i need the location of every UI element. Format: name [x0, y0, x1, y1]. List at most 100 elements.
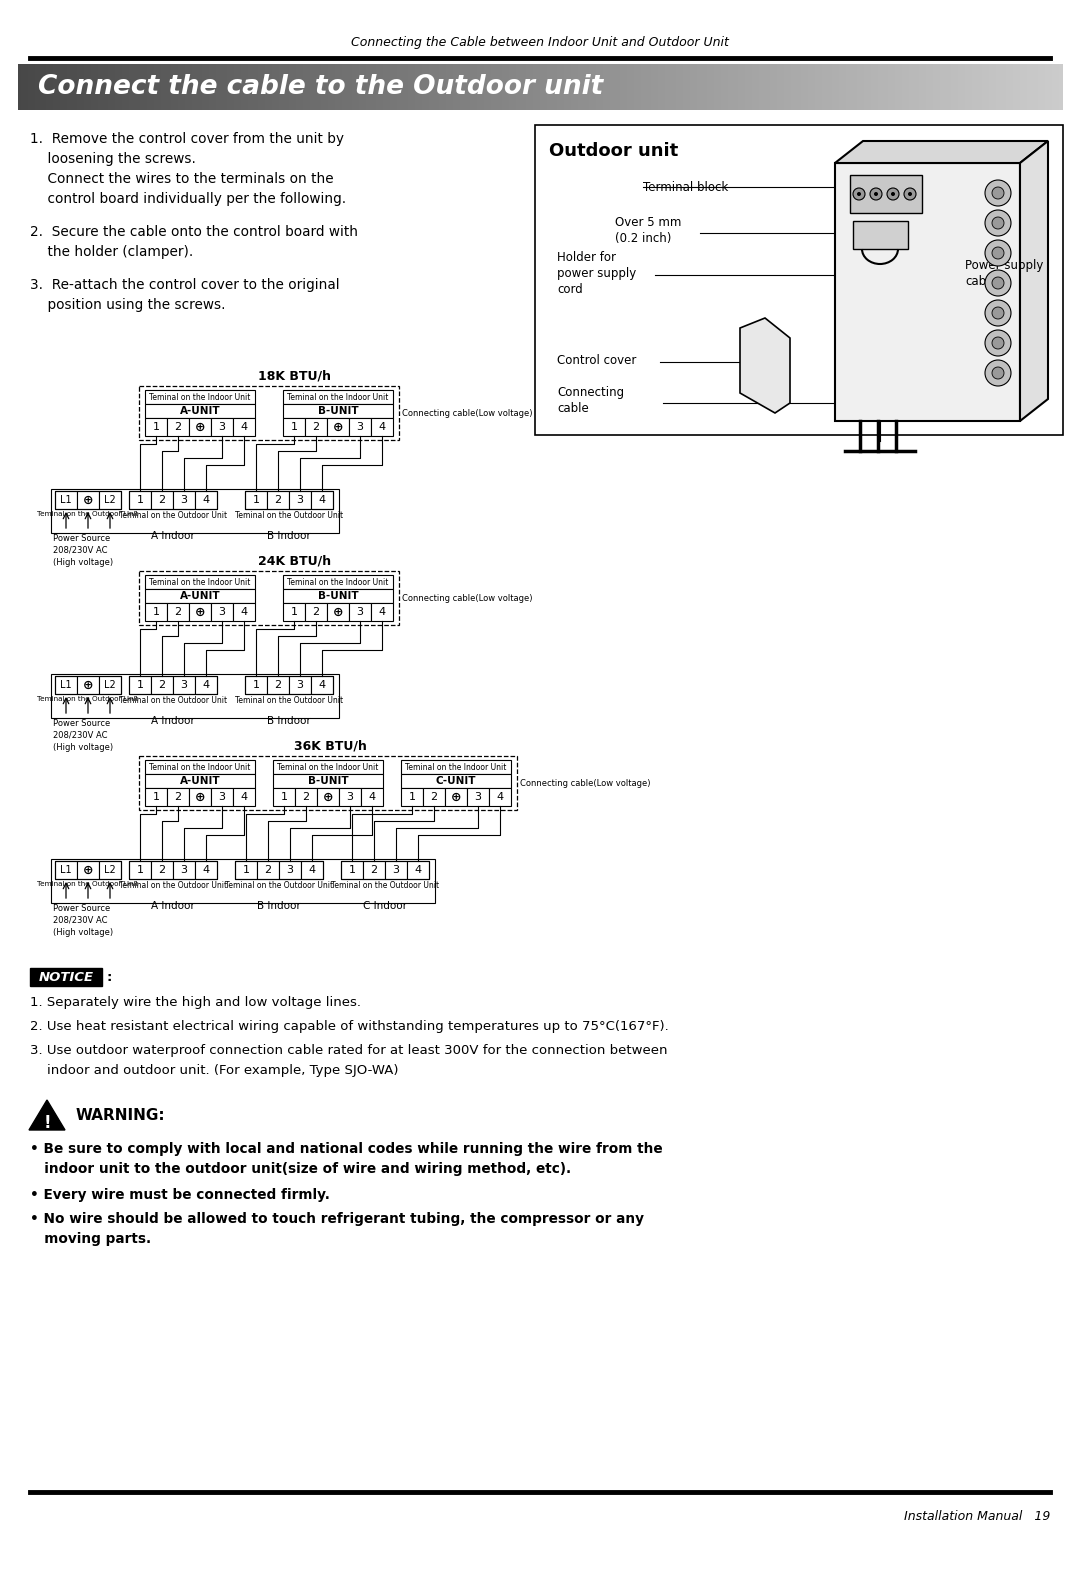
Bar: [139, 757, 517, 810]
Bar: [665, 63, 670, 109]
Bar: [537, 63, 540, 109]
Bar: [1048, 63, 1052, 109]
Bar: [640, 63, 645, 109]
Bar: [383, 63, 388, 109]
Polygon shape: [29, 1100, 65, 1130]
Text: 3: 3: [297, 681, 303, 690]
Bar: [255, 63, 258, 109]
Circle shape: [985, 271, 1011, 296]
Bar: [474, 63, 477, 109]
Bar: [394, 63, 397, 109]
Bar: [801, 63, 805, 109]
Text: ⊕: ⊕: [194, 606, 205, 619]
Text: 1: 1: [291, 606, 297, 617]
Bar: [1027, 63, 1031, 109]
Text: 3: 3: [218, 423, 226, 432]
Bar: [175, 63, 178, 109]
Text: :: :: [106, 970, 111, 983]
Circle shape: [993, 247, 1004, 260]
Bar: [55, 491, 77, 510]
Bar: [145, 575, 255, 589]
Bar: [1016, 63, 1021, 109]
Bar: [770, 63, 773, 109]
Circle shape: [993, 337, 1004, 348]
Bar: [606, 63, 610, 109]
Bar: [303, 63, 308, 109]
Bar: [77, 676, 99, 693]
Bar: [446, 63, 450, 109]
Text: 4: 4: [497, 792, 503, 803]
Bar: [84, 63, 89, 109]
Text: 3: 3: [218, 792, 226, 803]
Bar: [372, 603, 393, 621]
Bar: [850, 63, 853, 109]
Bar: [449, 63, 454, 109]
Bar: [463, 63, 468, 109]
Bar: [700, 63, 704, 109]
Bar: [55, 676, 121, 693]
Bar: [418, 63, 422, 109]
Bar: [467, 788, 489, 806]
Text: Teminal on the Indoor Unit: Teminal on the Indoor Unit: [405, 763, 507, 771]
Text: 2: 2: [431, 792, 437, 803]
Bar: [145, 788, 167, 806]
Bar: [864, 63, 867, 109]
Polygon shape: [740, 318, 789, 413]
Text: 1: 1: [291, 423, 297, 432]
Bar: [748, 63, 753, 109]
Bar: [899, 63, 903, 109]
Text: Teminal on the Indoor Unit: Teminal on the Indoor Unit: [149, 763, 251, 771]
Bar: [609, 63, 613, 109]
Bar: [130, 63, 133, 109]
Circle shape: [993, 187, 1004, 199]
Bar: [283, 575, 393, 589]
Circle shape: [993, 277, 1004, 290]
Bar: [1038, 63, 1041, 109]
Text: 1: 1: [152, 423, 160, 432]
Bar: [440, 63, 443, 109]
Bar: [916, 63, 920, 109]
Bar: [791, 63, 795, 109]
Text: A Indoor: A Indoor: [151, 530, 194, 541]
Text: ⊕: ⊕: [83, 494, 93, 507]
Bar: [902, 63, 906, 109]
Bar: [777, 63, 781, 109]
Text: Teminal on the Indoor Unit: Teminal on the Indoor Unit: [287, 578, 389, 586]
Polygon shape: [835, 141, 1048, 163]
Bar: [1003, 63, 1007, 109]
Text: ⊕: ⊕: [194, 421, 205, 434]
Text: 2: 2: [312, 423, 320, 432]
Text: 3: 3: [356, 423, 364, 432]
Bar: [349, 418, 372, 435]
Bar: [346, 63, 349, 109]
Bar: [70, 63, 75, 109]
Bar: [512, 63, 516, 109]
Bar: [51, 674, 339, 719]
Bar: [784, 63, 787, 109]
Bar: [565, 63, 568, 109]
Bar: [1035, 63, 1038, 109]
Text: 3. Use outdoor waterproof connection cable rated for at least 300V for the conne: 3. Use outdoor waterproof connection cab…: [30, 1045, 667, 1057]
Bar: [683, 63, 687, 109]
Bar: [173, 861, 195, 879]
Bar: [922, 63, 927, 109]
Bar: [523, 63, 527, 109]
Text: 3: 3: [297, 495, 303, 505]
Bar: [535, 125, 1063, 435]
Bar: [273, 760, 383, 774]
Text: 2.  Secure the cable onto the control board with: 2. Secure the cable onto the control boa…: [30, 225, 357, 239]
Bar: [895, 63, 899, 109]
Text: indoor unit to the outdoor unit(size of wire and wiring method, etc).: indoor unit to the outdoor unit(size of …: [30, 1162, 571, 1176]
Bar: [805, 63, 809, 109]
Bar: [45, 63, 50, 109]
Text: 3: 3: [356, 606, 364, 617]
Bar: [697, 63, 701, 109]
Bar: [341, 861, 429, 879]
Bar: [825, 63, 829, 109]
Bar: [426, 63, 429, 109]
Bar: [495, 63, 499, 109]
Bar: [930, 63, 934, 109]
Bar: [582, 63, 585, 109]
Text: 1: 1: [243, 864, 249, 875]
Bar: [445, 788, 467, 806]
